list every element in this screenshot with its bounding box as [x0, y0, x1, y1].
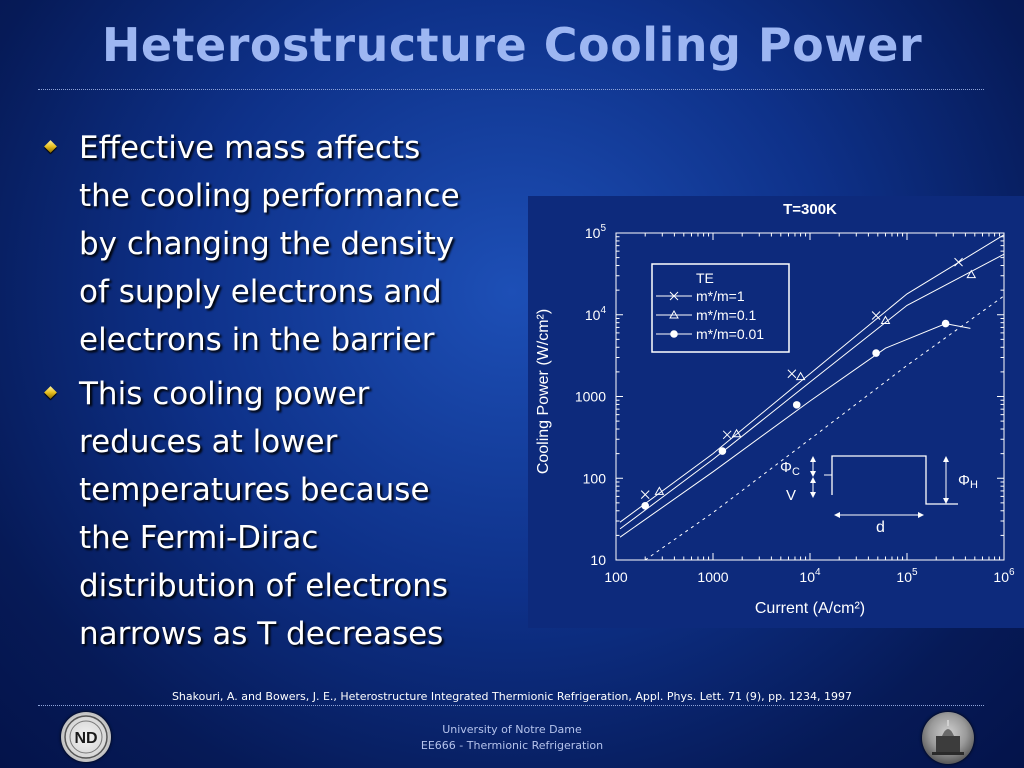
data-point-triangle	[654, 486, 665, 495]
data-point-triangle	[731, 428, 742, 438]
footer-university: University of Notre Dame	[442, 723, 582, 736]
slide-title: Heterostructure Cooling Power	[101, 18, 923, 72]
legend-entry: m*/m=0.1	[696, 307, 757, 323]
d-label: d	[876, 519, 885, 536]
golden-dome-seal-logo	[922, 712, 974, 764]
marker-x-stroke	[871, 311, 881, 320]
chart-panel: 100 1000 104 105 106 10 100 1000 104 105 T=300K Cur…	[528, 196, 1024, 628]
bullet-1-line-4: of supply electrons and	[79, 274, 442, 310]
title-divider	[38, 89, 984, 90]
x-tick-label: 104	[799, 567, 821, 585]
data-point-dot	[718, 447, 727, 455]
curve-m--m-1	[619, 234, 1004, 523]
notre-dame-seal-logo: ND	[61, 712, 111, 762]
data-point-x	[871, 311, 881, 320]
y-tick-label: 100	[583, 470, 607, 486]
legend-marker-x	[669, 291, 679, 301]
data-point-dot	[941, 319, 950, 328]
x-axis-label: Current (A/cm²)	[755, 600, 865, 617]
marker-x-stroke	[787, 369, 797, 379]
data-point-dot	[792, 401, 801, 409]
phi-h-arrowhead	[943, 456, 949, 462]
legend-entry: m*/m=0.01	[696, 326, 764, 342]
seal-monogram: ND	[74, 730, 97, 747]
bullet-item-1: Effective mass affects the cooling perfo…	[44, 124, 524, 364]
v-arrowhead	[810, 492, 816, 498]
marker-x-stroke	[722, 430, 732, 440]
y-tick-label: 10	[590, 552, 606, 568]
bullet-list: Effective mass affects the cooling perfo…	[44, 124, 524, 664]
chart-lines	[619, 234, 1004, 560]
chart-markers	[640, 257, 977, 510]
v-arrowhead	[810, 477, 816, 483]
data-point-triangle	[880, 315, 891, 325]
d-arrowhead	[918, 512, 924, 518]
y-axis-label: Cooling Power (W/cm²)	[535, 309, 552, 474]
y-tick-label: 104	[585, 305, 607, 323]
bullet-2-line-4: the Fermi-Dirac	[79, 520, 319, 556]
curve-m--m-0-1	[619, 253, 1004, 530]
citation: Shakouri, A. and Bowers, J. E., Heterost…	[171, 690, 853, 703]
legend-marker-triangle	[669, 309, 679, 319]
curve-te	[644, 295, 1004, 560]
footer-course: EE666 - Thermionic Refrigeration	[420, 739, 604, 752]
marker-x-stroke	[669, 291, 679, 301]
v-label: V	[786, 487, 796, 504]
bullet-1-line-2: the cooling performance	[79, 178, 460, 214]
legend-entry: m*/m=1	[696, 288, 745, 304]
legend-marker-dot	[670, 330, 678, 338]
x-tick-label: 100	[604, 569, 628, 585]
bullet-2-line-3: temperatures because	[79, 472, 430, 508]
footer-divider	[38, 705, 984, 706]
data-point-x	[640, 490, 650, 500]
bullet-2-line-1: This cooling power	[79, 376, 370, 412]
marker-x-stroke	[640, 490, 650, 500]
phi-h-arrowhead	[943, 498, 949, 504]
data-point-dot	[872, 349, 880, 357]
curve-m--m-0-01	[619, 323, 971, 538]
data-point-triangle	[966, 269, 977, 279]
band-diagram-inset: ΦC ΦH Vd	[780, 455, 978, 536]
legend-title: TE	[696, 270, 714, 286]
bullet-1-line-5: electrons in the barrier	[79, 322, 435, 358]
bullet-1-line-3: by changing the density	[79, 226, 455, 262]
phi-c-arrowhead	[810, 456, 816, 462]
bullet-2-line-6: narrows as T decreases	[79, 616, 444, 652]
bullet-2-line-5: distribution of electrons	[79, 568, 449, 604]
marker-x-stroke	[954, 257, 963, 267]
chart-axes	[615, 232, 1005, 561]
data-point-x	[954, 257, 963, 267]
chart-title: T=300K	[783, 201, 837, 218]
data-point-dot	[641, 502, 649, 510]
data-point-x	[722, 430, 732, 440]
y-tick-label: 105	[585, 223, 607, 241]
x-tick-label: 106	[993, 567, 1015, 585]
cooling-power-chart: 100 1000 104 105 106101001000104105T=300KCur…	[535, 201, 1015, 617]
d-arrowhead	[834, 512, 840, 518]
footer: University of Notre Dame EE666 - Thermio…	[0, 722, 1024, 754]
data-point-triangle	[795, 371, 806, 381]
bullet-2-line-2: reduces at lower	[79, 424, 338, 460]
bullet-item-2: This cooling power reduces at lower temp…	[44, 370, 524, 658]
phi-h-label: ΦH	[958, 472, 978, 491]
phi-c-arrowhead	[810, 471, 816, 477]
x-tick-label: 105	[896, 567, 918, 585]
barrier-profile	[831, 455, 958, 505]
chart-labels: 100 1000 104 105 106101001000104105T=300KCur…	[535, 201, 1015, 617]
phi-c-label: ΦC	[780, 459, 800, 478]
y-tick-label: 1000	[575, 389, 606, 405]
data-point-x	[787, 369, 797, 379]
chart-legend: TE m*/m=1 m*/m=0.1 m*/m=0.01	[651, 263, 790, 353]
bullet-1-line-1: Effective mass affects	[79, 130, 421, 166]
x-tick-label: 1000	[697, 569, 728, 585]
